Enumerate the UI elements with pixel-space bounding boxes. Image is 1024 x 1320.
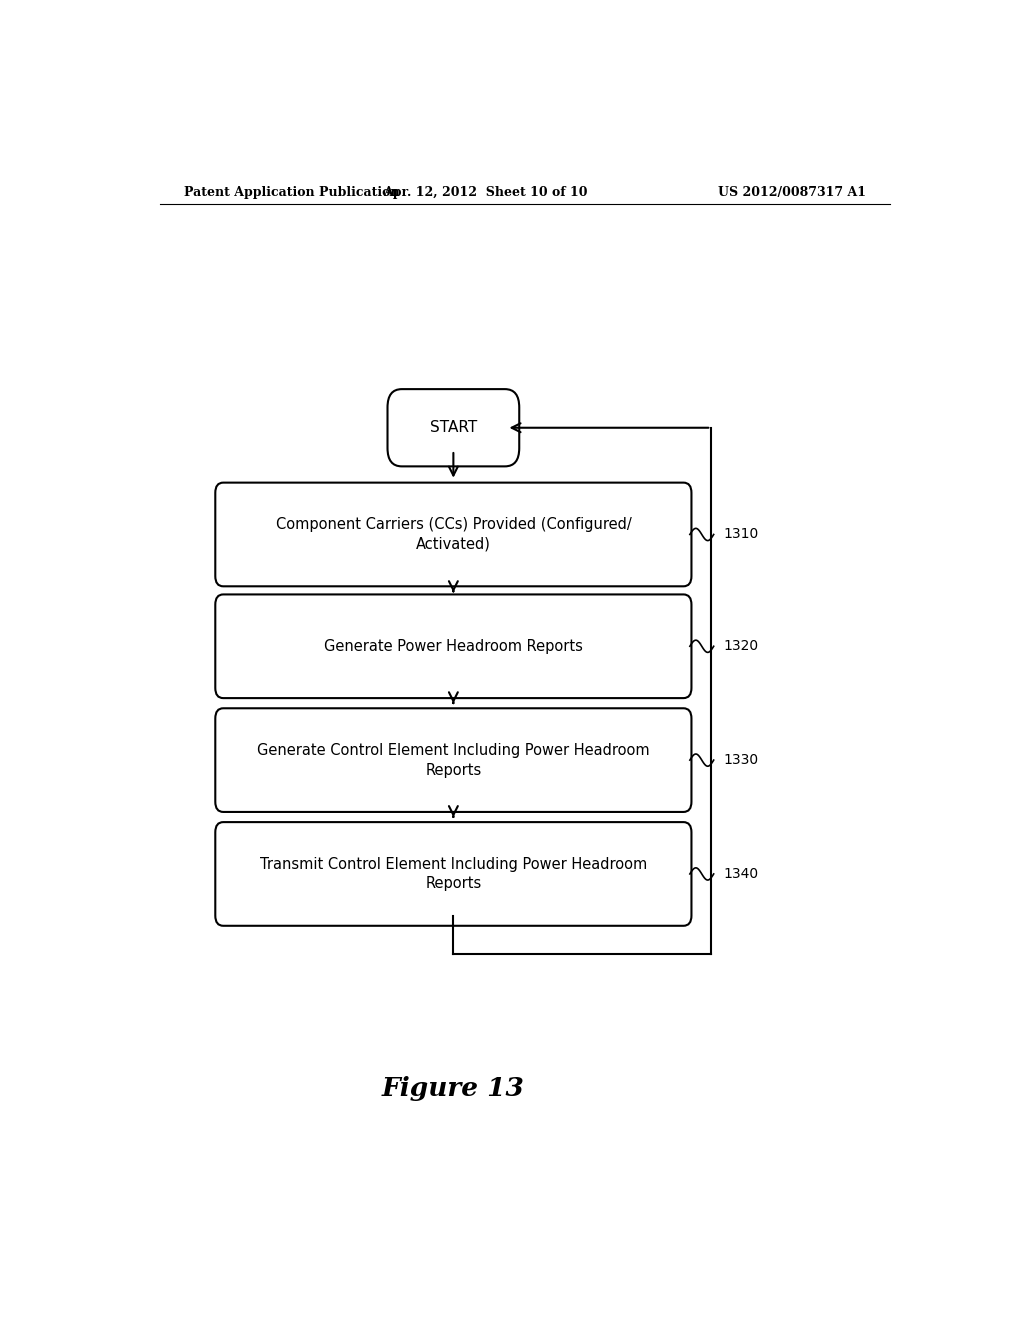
Text: Generate Control Element Including Power Headroom
Reports: Generate Control Element Including Power… [257, 743, 649, 777]
Text: Generate Power Headroom Reports: Generate Power Headroom Reports [324, 639, 583, 653]
Text: Figure 13: Figure 13 [382, 1076, 525, 1101]
FancyBboxPatch shape [387, 389, 519, 466]
Text: Transmit Control Element Including Power Headroom
Reports: Transmit Control Element Including Power… [260, 857, 647, 891]
Text: US 2012/0087317 A1: US 2012/0087317 A1 [718, 186, 866, 199]
Text: START: START [430, 420, 477, 436]
Text: Apr. 12, 2012  Sheet 10 of 10: Apr. 12, 2012 Sheet 10 of 10 [383, 186, 588, 199]
FancyBboxPatch shape [215, 822, 691, 925]
Text: Patent Application Publication: Patent Application Publication [183, 186, 399, 199]
Text: 1320: 1320 [723, 639, 759, 653]
Text: 1340: 1340 [723, 867, 759, 880]
FancyBboxPatch shape [215, 483, 691, 586]
FancyBboxPatch shape [215, 594, 691, 698]
Text: 1330: 1330 [723, 754, 759, 767]
Text: 1310: 1310 [723, 528, 759, 541]
FancyBboxPatch shape [215, 709, 691, 812]
Text: Component Carriers (CCs) Provided (Configured/
Activated): Component Carriers (CCs) Provided (Confi… [275, 517, 631, 552]
